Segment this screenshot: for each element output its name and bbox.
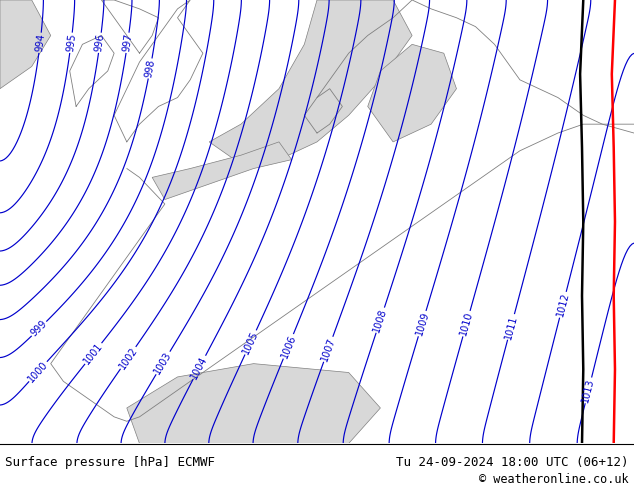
Text: 1001: 1001 xyxy=(82,341,105,366)
Text: 994: 994 xyxy=(34,33,46,52)
Polygon shape xyxy=(0,0,51,89)
Text: 999: 999 xyxy=(29,318,49,339)
Text: 1008: 1008 xyxy=(372,307,389,333)
Text: 997: 997 xyxy=(121,33,134,52)
Text: 996: 996 xyxy=(94,33,106,52)
Text: 995: 995 xyxy=(65,33,77,52)
Text: 1012: 1012 xyxy=(555,292,571,318)
Text: Tu 24-09-2024 18:00 UTC (06+12): Tu 24-09-2024 18:00 UTC (06+12) xyxy=(396,457,629,469)
Text: © weatheronline.co.uk: © weatheronline.co.uk xyxy=(479,473,629,486)
Text: 1004: 1004 xyxy=(189,354,209,381)
Polygon shape xyxy=(127,364,380,443)
Text: 1002: 1002 xyxy=(117,345,139,371)
Text: 1003: 1003 xyxy=(152,350,174,376)
Polygon shape xyxy=(368,44,456,142)
Text: Surface pressure [hPa] ECMWF: Surface pressure [hPa] ECMWF xyxy=(5,457,215,469)
Text: 1011: 1011 xyxy=(503,314,519,340)
Text: 1009: 1009 xyxy=(414,311,430,337)
Text: 998: 998 xyxy=(143,58,157,78)
Text: 1010: 1010 xyxy=(458,311,475,337)
Text: 1007: 1007 xyxy=(320,336,337,363)
Polygon shape xyxy=(152,142,292,199)
Polygon shape xyxy=(209,0,412,164)
Text: 1013: 1013 xyxy=(581,377,596,403)
Text: 1005: 1005 xyxy=(241,329,261,356)
Text: 1006: 1006 xyxy=(279,333,297,360)
Text: 1000: 1000 xyxy=(26,359,50,384)
